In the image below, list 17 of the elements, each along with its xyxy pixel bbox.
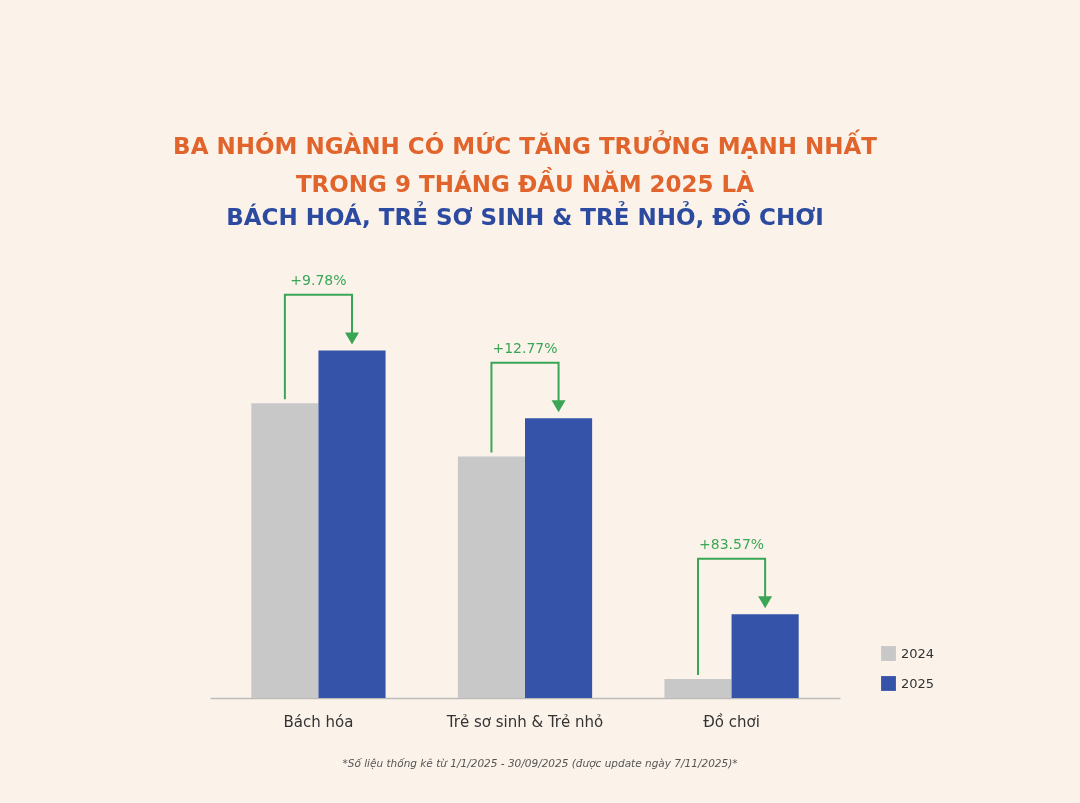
bar [731,614,799,698]
bar [664,678,732,698]
bar [525,418,593,698]
annotation: +83.57% [698,535,765,552]
annotation: +12.77% [492,339,558,356]
legend-label: 2024 [901,645,935,661]
legend-label: 2025 [901,675,935,691]
text: *Số liệu thống kê từ 1/1/2025 - 30/09/2025 (được update ngày 7/11/2025)* [342,757,738,769]
chart-title: BA NHÓM NGÀNH CÓ MỨC TĂNG TRƯỞNG MẠNH NHẤT TRONG 9 THÁNG ĐẦU NĂM 2025 LÀ [173,129,878,197]
bar [457,456,525,698]
text: +9.78% [290,271,347,288]
x-tick-label: Bách hóa [283,712,354,731]
bar [318,350,386,698]
bar [251,403,319,698]
chart-subtitle: BÁCH HOÁ, TRẺ SƠ SINH & TRẺ NHỎ, ĐỒ CHƠI [226,200,824,230]
x-tick-label: Trẻ sơ sinh & Trẻ nhỏ [445,712,604,731]
x-tick-label: Đồ chơi [703,712,760,731]
